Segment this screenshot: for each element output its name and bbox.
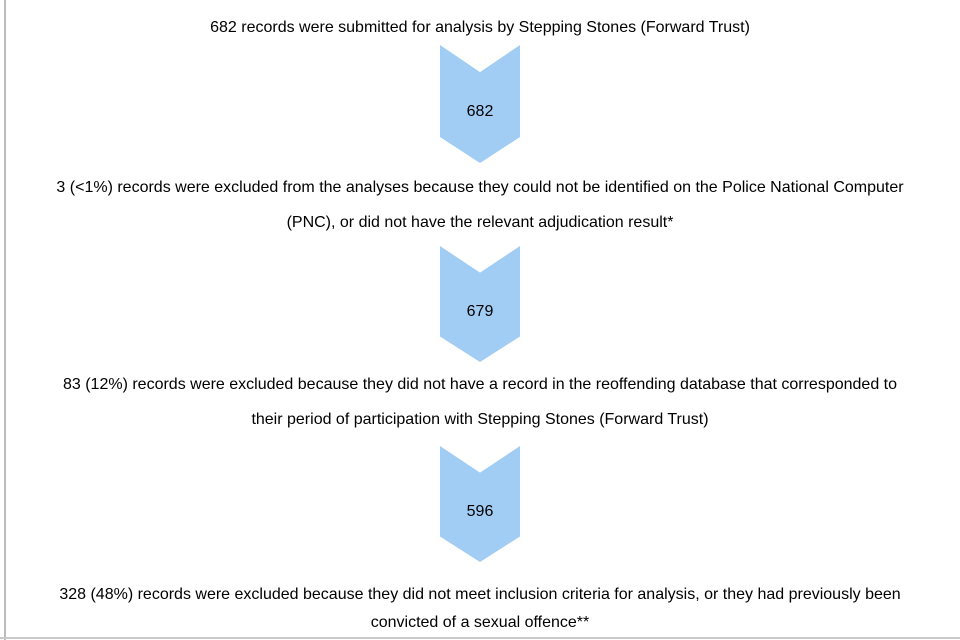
arrow-count-label: 682	[466, 102, 494, 120]
arrow-count-label: 679	[466, 302, 494, 320]
page-bottom-border-line	[0, 637, 960, 639]
down-chevron-arrow: 679	[440, 246, 520, 362]
flow-step-text-4: 328 (48%) records were excluded because …	[0, 581, 960, 637]
arrow-count-label: 596	[466, 502, 494, 520]
page-left-border-line	[4, 0, 6, 640]
step-text-line: 3 (<1%) records were excluded from the a…	[56, 179, 904, 196]
step-text-line: (PNC), or did not have the relevant adju…	[286, 214, 674, 231]
flow-step-text-3: 83 (12%) records were excluded because t…	[0, 367, 960, 437]
step-text-line: 328 (48%) records were excluded because …	[59, 586, 901, 603]
step-text-line: 83 (12%) records were excluded because t…	[62, 376, 898, 393]
step-text-line: convicted of a sexual offence**	[370, 614, 590, 631]
flow-step-text-1: 682 records were submitted for analysis …	[0, 10, 960, 45]
step-text-line: 682 records were submitted for analysis …	[210, 19, 750, 36]
flow-step-text-2: 3 (<1%) records were excluded from the a…	[0, 170, 960, 240]
down-chevron-arrow: 682	[440, 45, 520, 163]
down-chevron-arrow: 596	[440, 446, 520, 562]
step-text-line: their period of participation with Stepp…	[251, 411, 709, 428]
